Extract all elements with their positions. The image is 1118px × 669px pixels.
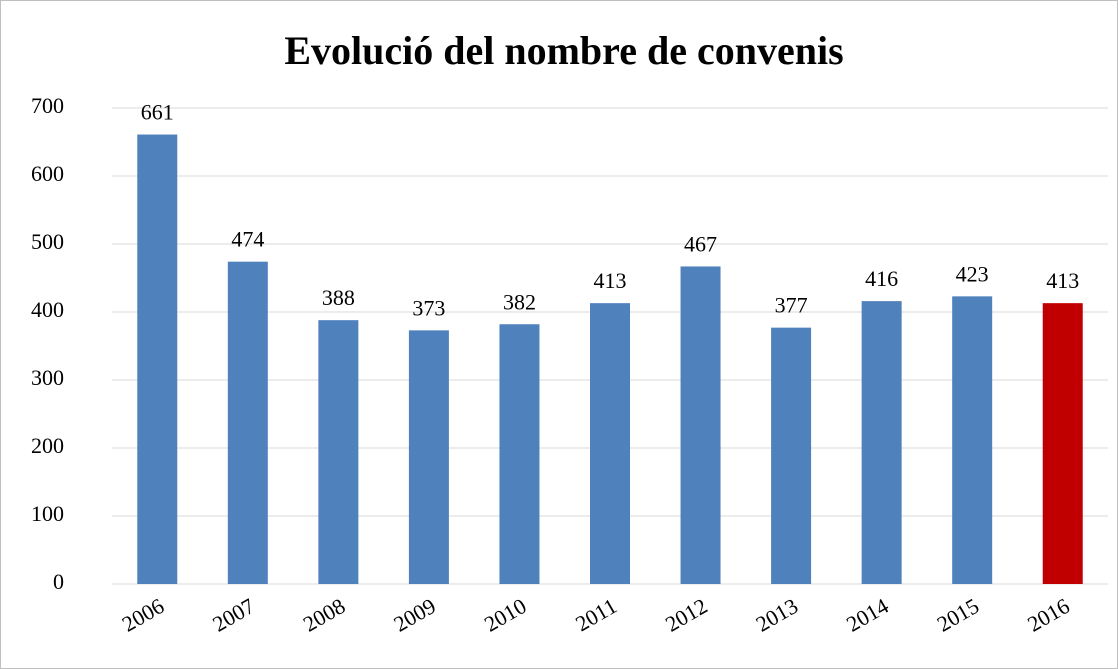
bar — [861, 301, 902, 584]
data-label: 423 — [956, 261, 989, 286]
bar — [952, 296, 993, 584]
y-tick-label: 100 — [31, 501, 64, 526]
y-tick-label: 600 — [31, 161, 64, 186]
data-label: 416 — [865, 266, 898, 291]
bar — [227, 261, 268, 584]
bar — [137, 134, 178, 584]
y-tick-label: 200 — [31, 433, 64, 458]
y-tick-label: 300 — [31, 365, 64, 390]
y-tick-label: 500 — [31, 229, 64, 254]
data-label: 377 — [775, 293, 808, 318]
data-label: 388 — [322, 285, 355, 310]
y-tick-label: 700 — [31, 93, 64, 118]
bar — [318, 320, 359, 584]
data-label: 382 — [503, 289, 536, 314]
bar — [408, 330, 449, 584]
data-label: 661 — [141, 100, 174, 125]
y-tick-label: 0 — [53, 569, 64, 594]
bar — [680, 266, 721, 584]
data-label: 373 — [412, 295, 445, 320]
bar — [590, 303, 630, 584]
chart-title: Evolució del nombre de convenis — [284, 28, 843, 73]
bar — [1042, 303, 1083, 584]
bar — [499, 324, 540, 584]
y-tick-label: 400 — [31, 297, 64, 322]
data-label: 474 — [231, 227, 264, 252]
bar — [771, 327, 812, 584]
data-label: 413 — [594, 268, 627, 293]
data-label: 413 — [1046, 268, 1079, 293]
data-label: 467 — [684, 231, 717, 256]
